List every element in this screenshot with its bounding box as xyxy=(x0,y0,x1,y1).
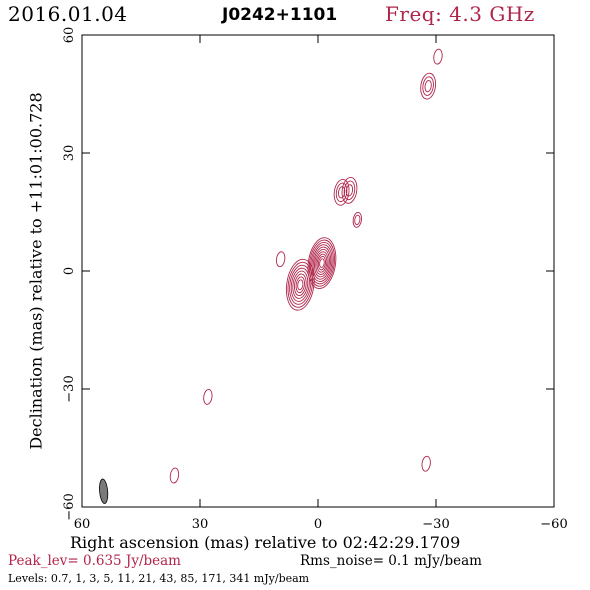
contour-layer xyxy=(169,48,443,484)
contour-line xyxy=(289,264,312,305)
contour-line xyxy=(316,253,328,273)
contour-line xyxy=(275,251,286,268)
contour-line xyxy=(354,214,361,226)
contour-line xyxy=(319,258,325,268)
peak-level: Peak_lev= 0.635 Jy/beam xyxy=(8,553,181,569)
contour-line xyxy=(420,72,437,100)
axis-tick-labels: 60 30 0 −30 −60 −60 −30 0 30 60 xyxy=(62,27,568,532)
y-tick-label: 30 xyxy=(62,145,77,162)
contour-line xyxy=(352,211,363,228)
observation-date: 2016.01.04 xyxy=(8,2,128,26)
plot-frame xyxy=(81,34,555,508)
contour-line xyxy=(317,256,326,271)
beam-ellipse xyxy=(99,478,109,504)
x-tick-label: −60 xyxy=(540,517,567,532)
y-tick-label: 0 xyxy=(62,267,77,275)
contour-line xyxy=(421,455,431,472)
contour-line xyxy=(203,388,213,405)
contour-line xyxy=(295,276,306,294)
contour-line xyxy=(314,248,330,278)
frequency-label: Freq: 4.3 GHz xyxy=(385,2,535,26)
x-tick-label: 60 xyxy=(74,517,91,532)
y-tick-label: −60 xyxy=(62,493,77,520)
contour-line xyxy=(287,261,314,308)
x-tick-label: 0 xyxy=(314,517,322,532)
contour-line xyxy=(345,184,354,197)
axis-ticks xyxy=(81,34,555,508)
contour-line xyxy=(293,273,307,296)
contour-line xyxy=(343,180,356,201)
contour-line xyxy=(341,176,358,204)
y-tick-label: −30 xyxy=(62,375,77,402)
contour-line xyxy=(169,467,180,484)
y-tick-label: 60 xyxy=(62,27,77,44)
contour-line xyxy=(312,246,332,280)
contour-line xyxy=(315,251,329,275)
x-tick-label: −30 xyxy=(422,517,449,532)
contour-line xyxy=(424,80,432,93)
rms-noise: Rms_noise= 0.1 mJy/beam xyxy=(300,553,482,569)
x-tick-label: 30 xyxy=(192,517,209,532)
contour-line xyxy=(285,258,315,311)
contour-line xyxy=(290,267,310,302)
contour-line xyxy=(297,279,304,291)
contour-line xyxy=(292,270,309,299)
contour-line xyxy=(333,178,350,206)
contour-line xyxy=(308,239,336,287)
contour-line xyxy=(422,76,434,96)
x-axis-label: Right ascension (mas) relative to 02:42:… xyxy=(70,533,461,552)
contour-levels: Levels: 0.7, 1, 3, 5, 11, 21, 43, 85, 17… xyxy=(8,572,310,585)
contour-line xyxy=(311,244,333,282)
source-name: J0242+1101 xyxy=(222,5,338,25)
contour-line xyxy=(310,241,334,285)
contour-line xyxy=(433,48,443,65)
beam-shape xyxy=(99,478,109,504)
